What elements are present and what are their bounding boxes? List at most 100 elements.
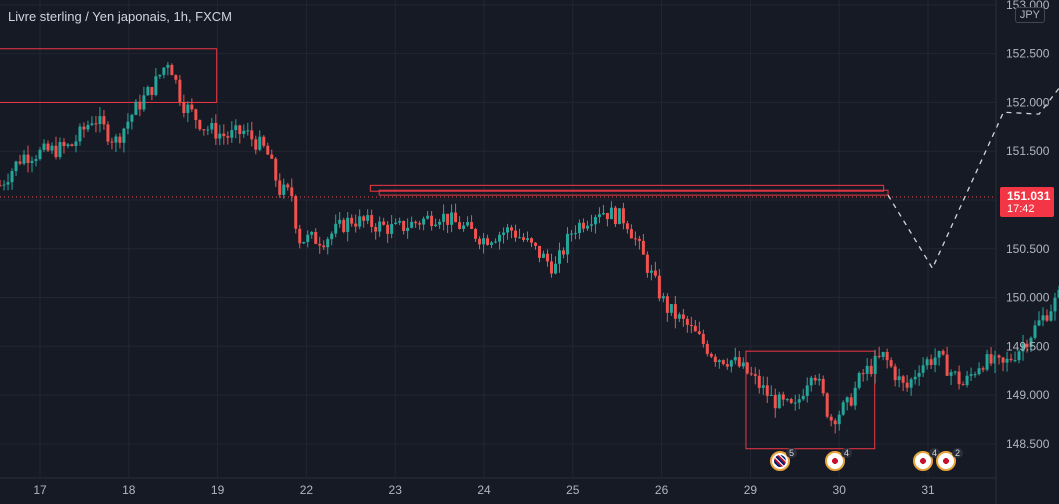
candle-body [482,238,486,245]
candle-body [474,228,478,239]
x-tick-label: 22 [300,483,314,497]
candle-body [917,372,921,377]
candle-body [1057,289,1059,298]
candle-body [745,362,749,374]
candle-body [909,379,913,388]
grid-lines [0,0,996,478]
candle-body [66,144,70,147]
candle-body [645,254,649,273]
candle-body [817,378,821,381]
candle-body [458,222,462,229]
candle-body [234,125,238,131]
candle-body [110,141,114,143]
candle-body [498,234,502,242]
x-tick-label: 29 [744,483,758,497]
candle-body [845,397,849,403]
candle-body [1005,358,1009,363]
candle-body [2,184,6,186]
candle-body [342,219,346,232]
event-marker[interactable]: 5 [770,448,798,471]
y-tick-label: 148.500 [1006,437,1050,451]
candle-body [1053,297,1057,312]
candle-body [302,241,306,244]
x-tick-label: 25 [566,483,580,497]
candle-body [861,373,865,375]
candle-body [126,121,130,129]
candle-body [657,275,661,299]
candle-body [494,241,498,243]
candle-body [142,95,146,110]
zone-box [369,184,885,192]
candle-body [54,145,58,158]
candle-body [318,243,322,246]
jp-flag-icon [917,455,929,467]
candle-body [673,304,677,319]
candle-body [382,221,386,225]
candle-body [681,314,685,319]
candle-body [1033,325,1037,338]
candle-body [0,185,2,187]
candle-body [561,250,565,255]
candle-body [557,250,561,264]
event-count: 4 [841,448,853,458]
candle-body [549,261,553,274]
candle-body [669,304,673,313]
candle-body [310,231,314,235]
candle-body [414,221,418,224]
y-tick-label: 149.500 [1006,339,1050,353]
candle-body [637,238,641,241]
candle-body [945,354,949,376]
candle-body [202,129,206,131]
candle-body [210,123,214,130]
candle-body [981,368,985,370]
candle-body [70,144,74,147]
candle-body [865,365,869,374]
candle-body [565,233,569,255]
candle-body [953,371,957,373]
candle-body [921,365,925,373]
candle-body [166,64,170,68]
candle-body [522,237,526,240]
candle-body [1001,357,1005,363]
candle-body [306,234,310,242]
event-count: 5 [786,448,798,458]
candle-body [402,220,406,231]
event-count: 4 [929,448,941,458]
candle-body [314,231,318,244]
event-marker[interactable]: 4 [913,448,941,471]
candle-body [346,217,350,232]
candle-body [242,130,246,134]
candle-body [897,376,901,381]
candle-body [34,159,38,161]
candle-body [362,216,366,221]
candle-body [426,215,430,219]
candle-body [162,67,166,75]
candle-body [829,416,833,421]
candle-body [641,240,645,255]
candle-body [86,124,90,130]
candle-body [973,374,977,376]
event-marker[interactable]: 2 [936,448,964,471]
x-tick-label: 26 [655,483,669,497]
candle-body [721,360,725,365]
candle-body [394,222,398,225]
candle-body [545,253,549,262]
candle-body [725,364,729,367]
candle-body [905,382,909,388]
currency-label[interactable]: JPY [1014,7,1045,23]
candle-body [1017,351,1021,361]
candle-body [134,101,138,115]
candle-body [74,141,78,147]
candle-body [625,223,629,230]
candle-body [450,212,454,225]
candle-body [821,378,825,394]
event-marker[interactable]: 4 [825,448,853,471]
candle-body [222,133,226,137]
candle-body [597,214,601,218]
x-tick-label: 17 [33,483,47,497]
x-tick-label: 31 [921,483,935,497]
candle-body [102,116,106,125]
candle-body [266,145,270,155]
candle-body [701,333,705,344]
